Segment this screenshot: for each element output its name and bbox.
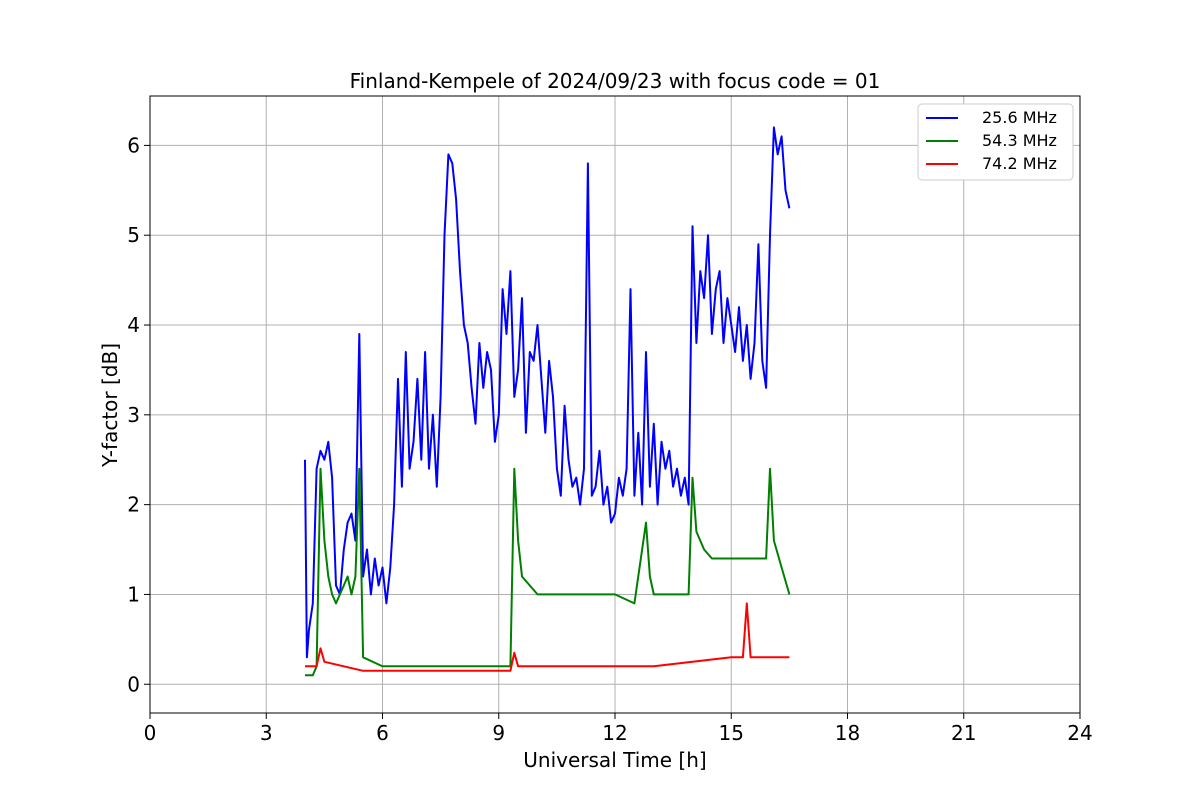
x-tick-label: 18 [835, 721, 860, 745]
y-tick-label: 1 [127, 582, 140, 606]
chart-title: Finland-Kempele of 2024/09/23 with focus… [350, 69, 881, 93]
legend-label-25-6-mhz: 25.6 MHz [982, 108, 1057, 127]
legend-box [917, 103, 1074, 181]
y-tick-label: 5 [127, 223, 140, 247]
x-tick-label: 21 [951, 721, 976, 745]
y-tick-label: 0 [127, 672, 140, 696]
x-tick-label: 24 [1067, 721, 1092, 745]
x-tick-label: 12 [602, 721, 627, 745]
series-line-25-6-mhz [304, 126, 791, 659]
legend: 25.6 MHz 54.3 MHz 74.2 MHz [917, 103, 1074, 181]
series-layer [304, 126, 791, 677]
x-axis-label: Universal Time [h] [523, 748, 706, 772]
x-tick-label: 6 [376, 721, 389, 745]
y-tick-label: 4 [127, 313, 140, 337]
y-tick-label: 3 [127, 403, 140, 427]
series-line-74-2-mhz [305, 602, 790, 672]
legend-label-74-2-mhz: 74.2 MHz [982, 154, 1057, 173]
y-tick-label: 6 [127, 133, 140, 157]
x-tick-label: 15 [719, 721, 744, 745]
x-tick-label: 0 [144, 721, 157, 745]
y-axis-label: Y-factor [dB] [98, 343, 122, 468]
y-tick-label: 2 [127, 493, 140, 517]
legend-label-54-3-mhz: 54.3 MHz [982, 131, 1057, 150]
x-tick-label: 9 [492, 721, 505, 745]
x-tick-label: 3 [260, 721, 273, 745]
series-line-54-3-mhz [305, 467, 791, 677]
